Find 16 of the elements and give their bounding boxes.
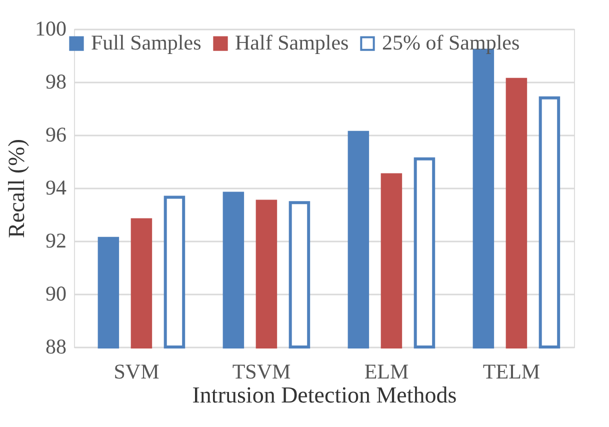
legend-label: 25% of Samples [382, 30, 520, 55]
x-axis-title: Intrusion Detection Methods [192, 382, 457, 408]
x-tick-label: SVM [114, 360, 160, 384]
y-tick-label: 96 [46, 122, 66, 146]
y-tick-label: 88 [46, 334, 66, 358]
y-tick-label: 94 [46, 176, 67, 200]
y-tick-label: 90 [46, 282, 66, 306]
y-tick-label: 98 [46, 70, 66, 94]
x-tick-label: TSVM [232, 360, 291, 384]
x-tick-label: ELM [364, 360, 409, 384]
y-tick-label: 92 [46, 228, 66, 252]
legend-label: Full Samples [91, 30, 202, 55]
y-tick-label: 100 [35, 16, 66, 40]
y-axis-title: Recall (%) [4, 139, 29, 238]
legend-label: Half Samples [235, 30, 349, 55]
x-tick-label: TELM [482, 360, 540, 384]
